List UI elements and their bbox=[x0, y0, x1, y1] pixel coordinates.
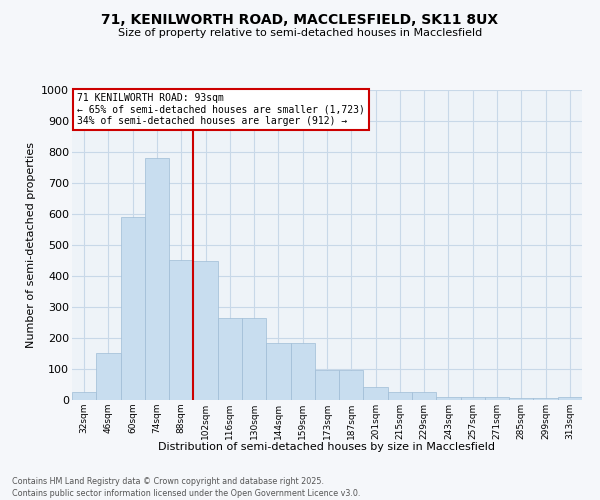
Bar bbox=[145, 158, 169, 400]
Bar bbox=[169, 260, 193, 400]
Bar bbox=[218, 318, 242, 400]
Text: 71 KENILWORTH ROAD: 93sqm
← 65% of semi-detached houses are smaller (1,723)
34% : 71 KENILWORTH ROAD: 93sqm ← 65% of semi-… bbox=[77, 93, 365, 126]
Bar bbox=[533, 398, 558, 400]
Bar bbox=[266, 344, 290, 400]
Y-axis label: Number of semi-detached properties: Number of semi-detached properties bbox=[26, 142, 35, 348]
Bar bbox=[315, 370, 339, 400]
Text: Distribution of semi-detached houses by size in Macclesfield: Distribution of semi-detached houses by … bbox=[158, 442, 496, 452]
Bar bbox=[193, 260, 218, 400]
Bar bbox=[485, 396, 509, 400]
Text: 71, KENILWORTH ROAD, MACCLESFIELD, SK11 8UX: 71, KENILWORTH ROAD, MACCLESFIELD, SK11 … bbox=[101, 12, 499, 26]
Bar bbox=[558, 396, 582, 400]
Bar bbox=[461, 396, 485, 400]
Bar bbox=[96, 352, 121, 400]
Bar bbox=[509, 398, 533, 400]
Bar bbox=[72, 392, 96, 400]
Bar bbox=[242, 318, 266, 400]
Bar bbox=[436, 396, 461, 400]
Bar bbox=[388, 392, 412, 400]
Text: Size of property relative to semi-detached houses in Macclesfield: Size of property relative to semi-detach… bbox=[118, 28, 482, 38]
Text: Contains public sector information licensed under the Open Government Licence v3: Contains public sector information licen… bbox=[12, 489, 361, 498]
Text: Contains HM Land Registry data © Crown copyright and database right 2025.: Contains HM Land Registry data © Crown c… bbox=[12, 478, 324, 486]
Bar bbox=[412, 392, 436, 400]
Bar bbox=[121, 217, 145, 400]
Bar bbox=[339, 370, 364, 400]
Bar bbox=[290, 344, 315, 400]
Bar bbox=[364, 387, 388, 400]
